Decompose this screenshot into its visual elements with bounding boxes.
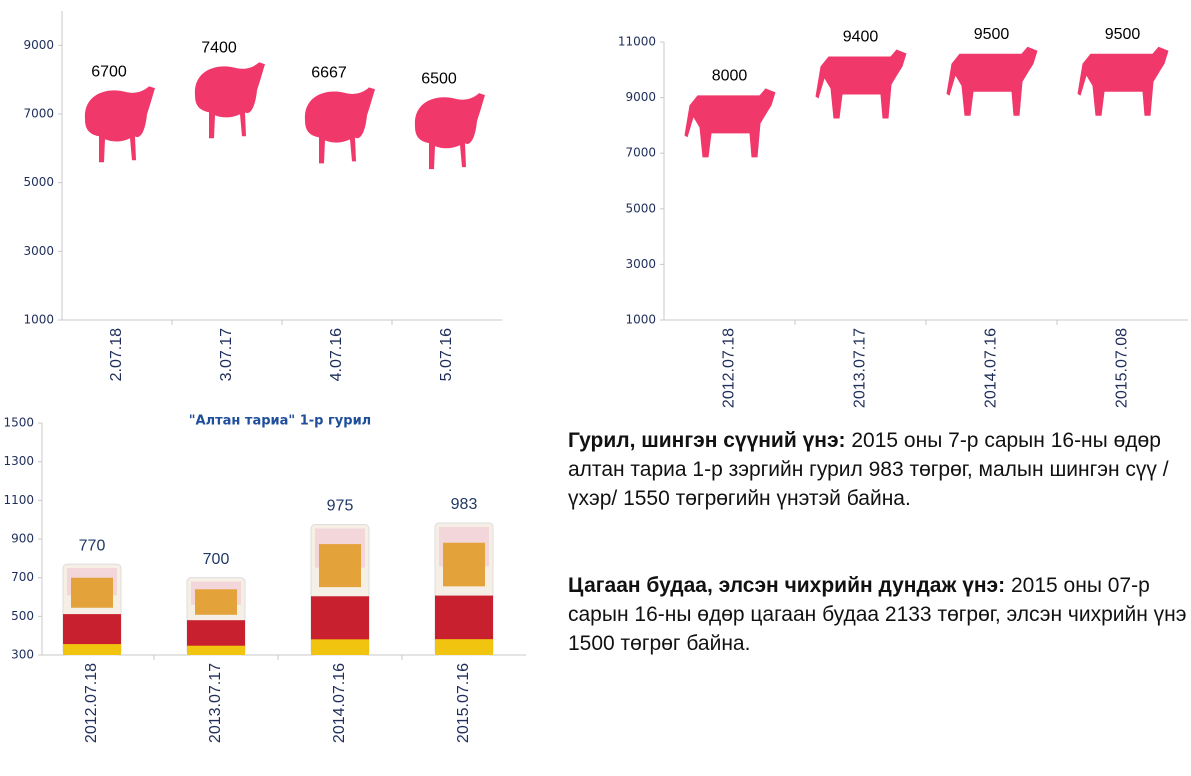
cow-icon [685, 88, 776, 157]
value-label: 983 [451, 496, 478, 513]
y-tick-label: 5000 [23, 175, 54, 189]
x-tick-label: 5.07.16 [438, 328, 455, 381]
bag-wheat [71, 578, 113, 608]
x-tick-label: 2.07.18 [108, 328, 125, 381]
heading: Гурил, шингэн сүүний үнэ: [568, 429, 846, 452]
value-label: 6667 [311, 65, 347, 82]
y-tick-label: 5000 [625, 201, 656, 215]
x-tick-label: 3.07.17 [218, 328, 235, 381]
chart: 1000 3000 5000 7000 9000 2.07.18 6700 3.07.17 74… [23, 11, 502, 381]
sheep-icon [195, 62, 265, 138]
cow-icon [947, 47, 1038, 116]
y-tick-label: 1000 [625, 313, 656, 327]
paragraph: Цагаан будаа, элсэн чихрийн дундаж үнэ: … [568, 571, 1188, 658]
sheep-icon [415, 93, 485, 169]
y-tick-label: 1000 [23, 313, 54, 327]
flour-bag [63, 564, 121, 655]
x-tick-label: 2012.07.18 [721, 328, 738, 408]
value-label: 770 [79, 537, 106, 554]
x-tick-label: 2015.07.16 [455, 663, 472, 743]
y-tick-label: 7000 [23, 107, 54, 121]
bag-wheat [195, 589, 237, 615]
value-label: 9500 [1105, 26, 1141, 43]
heading: Цагаан будаа, элсэн чихрийн дундаж үнэ: [568, 574, 1005, 597]
x-tick-label: 2014.07.16 [331, 663, 348, 743]
value-label: 8000 [712, 68, 748, 85]
y-tick-label: 9000 [625, 90, 656, 104]
x-tick-label: 4.07.16 [328, 328, 345, 381]
flour-bag [311, 525, 369, 656]
value-label: 6500 [421, 70, 457, 87]
x-tick-label: 2013.07.17 [852, 328, 869, 408]
bag-wheat [443, 543, 485, 587]
value-label: 9500 [974, 26, 1010, 43]
value-label: 700 [203, 551, 230, 568]
bag-band [311, 639, 369, 655]
y-tick-label: 3000 [625, 257, 656, 271]
sheep-icon [85, 86, 155, 162]
y-tick-label: 7000 [625, 146, 656, 160]
flour-bag [187, 578, 245, 655]
x-tick-label: 2013.07.17 [207, 663, 224, 743]
x-tick-label: 2015.07.08 [1114, 328, 1131, 408]
bag-wheat [319, 544, 361, 587]
y-tick-label: 700 [11, 570, 34, 584]
value-label: 975 [327, 498, 354, 515]
chart: 1000 3000 5000 7000 9000 11000 2012.07.18 8000 2… [618, 26, 1188, 408]
bag-band [435, 639, 493, 655]
y-tick-label: 1300 [3, 454, 34, 468]
value-label: 9400 [843, 29, 879, 46]
paragraph: Гурил, шингэн сүүний үнэ: 2015 оны 7-р с… [568, 426, 1188, 513]
y-tick-label: 1500 [3, 416, 34, 430]
value-label: 6700 [91, 64, 127, 81]
y-tick-label: 300 [11, 648, 34, 662]
value-label: 7400 [201, 39, 237, 56]
cow-icon [816, 49, 907, 118]
bag-band [187, 646, 245, 655]
y-tick-label: 3000 [23, 244, 54, 258]
y-tick-label: 500 [11, 609, 34, 623]
bag-band [63, 644, 121, 655]
y-tick-label: 1100 [3, 493, 34, 507]
flour-bag [435, 523, 493, 655]
sheep-icon [305, 87, 375, 163]
x-tick-label: 2014.07.16 [983, 328, 1000, 408]
cow-icon [1078, 47, 1169, 116]
x-tick-label: 2012.07.18 [83, 663, 100, 743]
y-tick-label: 11000 [618, 35, 656, 49]
chart-title: "Алтан тариа" 1-р гурил [189, 414, 371, 429]
text-block: Гурил, шингэн сүүний үнэ: 2015 оны 7-р с… [568, 426, 1188, 716]
chart: "Алтан тариа" 1-р гурил 300 500 700 900 1100 1… [3, 414, 526, 744]
y-tick-label: 900 [11, 532, 34, 546]
y-tick-label: 9000 [23, 38, 54, 52]
page: 1000 3000 5000 7000 9000 2.07.18 6700 3.07.17 74… [0, 0, 1191, 776]
